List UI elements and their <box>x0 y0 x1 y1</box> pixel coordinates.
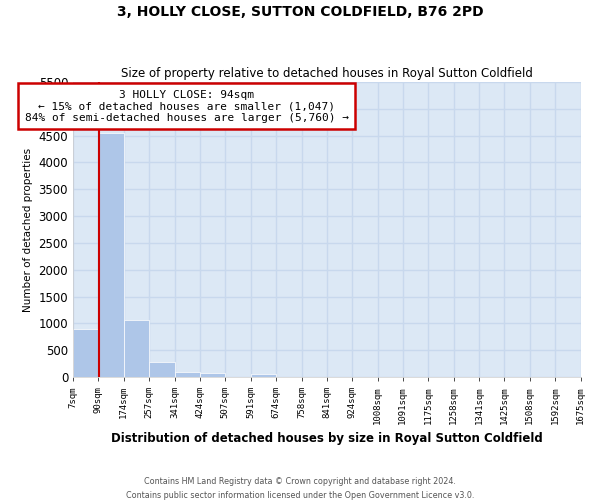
X-axis label: Distribution of detached houses by size in Royal Sutton Coldfield: Distribution of detached houses by size … <box>111 432 542 445</box>
Bar <box>124 320 149 377</box>
Text: 3, HOLLY CLOSE, SUTTON COLDFIELD, B76 2PD: 3, HOLLY CLOSE, SUTTON COLDFIELD, B76 2P… <box>116 5 484 19</box>
Bar <box>73 328 98 377</box>
Bar <box>200 374 225 377</box>
Y-axis label: Number of detached properties: Number of detached properties <box>23 148 33 312</box>
Text: 3 HOLLY CLOSE: 94sqm
← 15% of detached houses are smaller (1,047)
84% of semi-de: 3 HOLLY CLOSE: 94sqm ← 15% of detached h… <box>25 90 349 123</box>
Text: Contains HM Land Registry data © Crown copyright and database right 2024.
Contai: Contains HM Land Registry data © Crown c… <box>126 478 474 500</box>
Bar <box>149 362 175 377</box>
Bar <box>175 372 200 377</box>
Bar <box>98 133 124 377</box>
Bar <box>251 374 276 377</box>
Title: Size of property relative to detached houses in Royal Sutton Coldfield: Size of property relative to detached ho… <box>121 66 533 80</box>
